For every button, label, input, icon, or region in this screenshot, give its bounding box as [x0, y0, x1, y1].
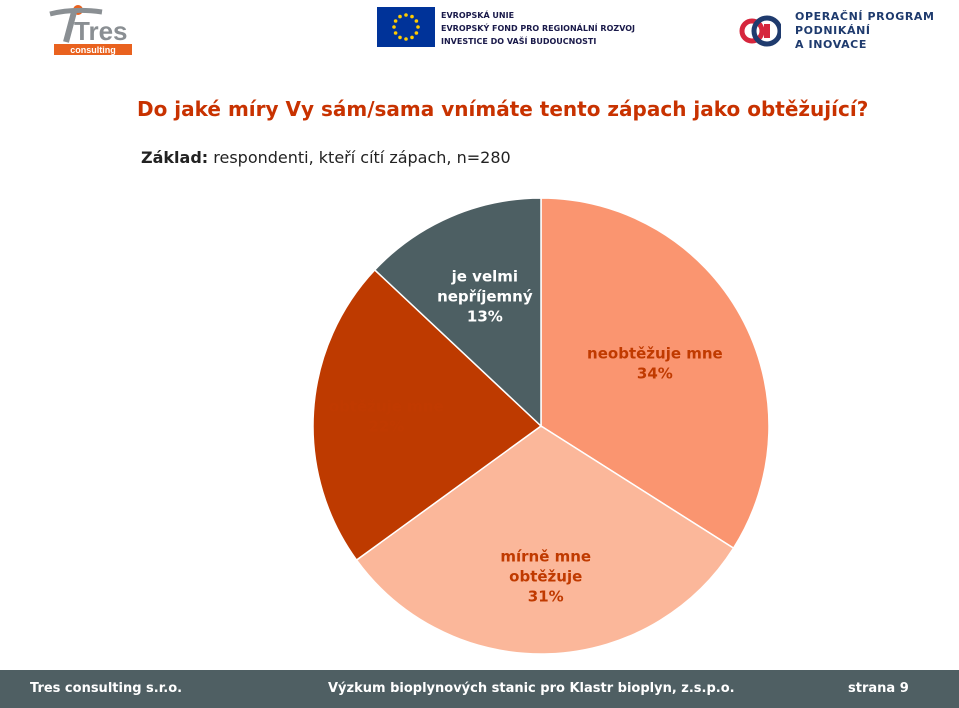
eu-line-2: EVROPSKÝ FOND PRO REGIONÁLNÍ ROZVOJ: [441, 24, 636, 33]
op-line-3: A INOVACE: [795, 38, 867, 51]
op-line-2: PODNIKÁNÍ: [795, 24, 871, 37]
eu-star: [398, 14, 402, 19]
op-line-1: OPERAČNÍ PROGRAM: [795, 10, 935, 23]
op-pi-logo-icon: [739, 15, 781, 47]
slide-title: Do jaké míry Vy sám/sama vnímáte tento z…: [137, 97, 869, 121]
pie-slice-label: mírně mne obtěžuje 31%: [500, 547, 591, 605]
eu-flag-icon: [377, 7, 435, 47]
eu-star: [398, 35, 402, 40]
svg-text:Tres: Tres: [74, 16, 128, 46]
eu-star: [410, 14, 414, 19]
eu-star: [404, 13, 408, 17]
eu-star: [392, 25, 396, 29]
eu-line-1: EVROPSKÁ UNIE: [441, 11, 515, 20]
slide-subtitle: Základ: respondenti, kteří cítí zápach, …: [141, 148, 511, 167]
eu-line-3: INVESTICE DO VAŠÍ BUDOUCNOSTI: [441, 37, 597, 46]
eu-star: [410, 35, 414, 40]
header: Tres consulting EVROPSKÁ UNIE EVROPSKÝ F…: [0, 0, 959, 64]
eu-star: [393, 31, 398, 35]
pie-slice-label: neobtěžuje mne 34%: [587, 344, 723, 382]
subtitle-label: Základ:: [141, 148, 209, 167]
pie-slice-label: je velmi nepříjemný 13%: [437, 267, 533, 325]
svg-text:consulting: consulting: [70, 45, 116, 55]
footer-project: Výzkum bioplynových stanic pro Klastr bi…: [328, 681, 735, 696]
eu-logo-block: EVROPSKÁ UNIE EVROPSKÝ FOND PRO REGIONÁL…: [377, 7, 635, 49]
eu-star: [393, 19, 398, 23]
pie-slice: [355, 425, 735, 655]
eu-star: [404, 37, 408, 41]
footer-page-number: strana 9: [848, 681, 909, 696]
tres-consulting-logo: Tres consulting: [49, 5, 132, 55]
subtitle-text: respondenti, kteří cítí zápach, n=280: [208, 148, 511, 167]
pie-slice: [373, 197, 542, 428]
pie-slice-label: obtěžuje mne 22%: [329, 397, 444, 435]
footer-company: Tres consulting s.r.o.: [30, 681, 183, 696]
eu-star: [416, 25, 420, 29]
eu-star: [414, 19, 419, 23]
op-pi-logo-block: OPERAČNÍ PROGRAM PODNIKÁNÍ A INOVACE: [739, 8, 939, 52]
eu-star: [414, 31, 419, 35]
pie-slice: [312, 268, 543, 562]
footer-bar: Tres consulting s.r.o. Výzkum bioplynový…: [0, 670, 959, 708]
pie-slice: [540, 197, 770, 550]
